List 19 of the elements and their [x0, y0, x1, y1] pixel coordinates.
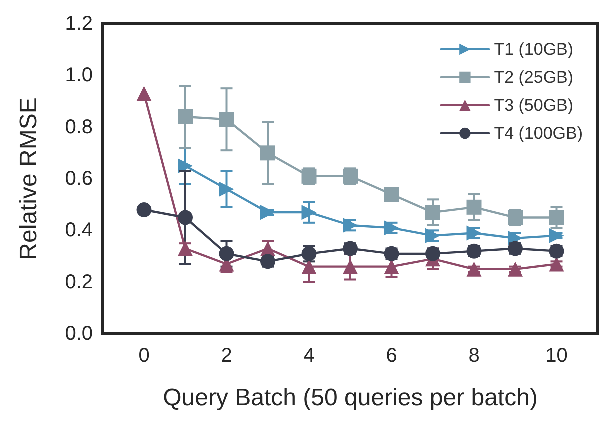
y-tick-label: 0.2	[65, 271, 93, 294]
x-tick-label: 6	[386, 345, 398, 367]
y-tick-label: 1.2	[65, 13, 93, 35]
x-tick-label: 10	[546, 345, 568, 367]
legend-label: T3 (50GB)	[494, 96, 574, 115]
y-tick-label: 0.4	[65, 220, 93, 242]
y-tick-label: 0.6	[65, 168, 93, 190]
legend-label: T2 (25GB)	[494, 68, 574, 87]
y-tick-label: 1.0	[65, 64, 93, 87]
x-tick-label: 4	[304, 345, 315, 367]
y-axis-title: Relative RMSE	[16, 98, 42, 260]
legend-label: T1 (10GB)	[494, 40, 574, 59]
x-tick-label: 8	[468, 345, 480, 367]
y-tick-label: 0.8	[65, 116, 93, 138]
x-axis-title: Query Batch (50 queries per batch)	[163, 384, 538, 412]
x-tick-label: 2	[221, 345, 232, 367]
legend-label: T4 (100GB)	[494, 124, 583, 143]
x-tick-label: 0	[138, 345, 150, 367]
y-tick-label: 0.0	[65, 323, 93, 345]
